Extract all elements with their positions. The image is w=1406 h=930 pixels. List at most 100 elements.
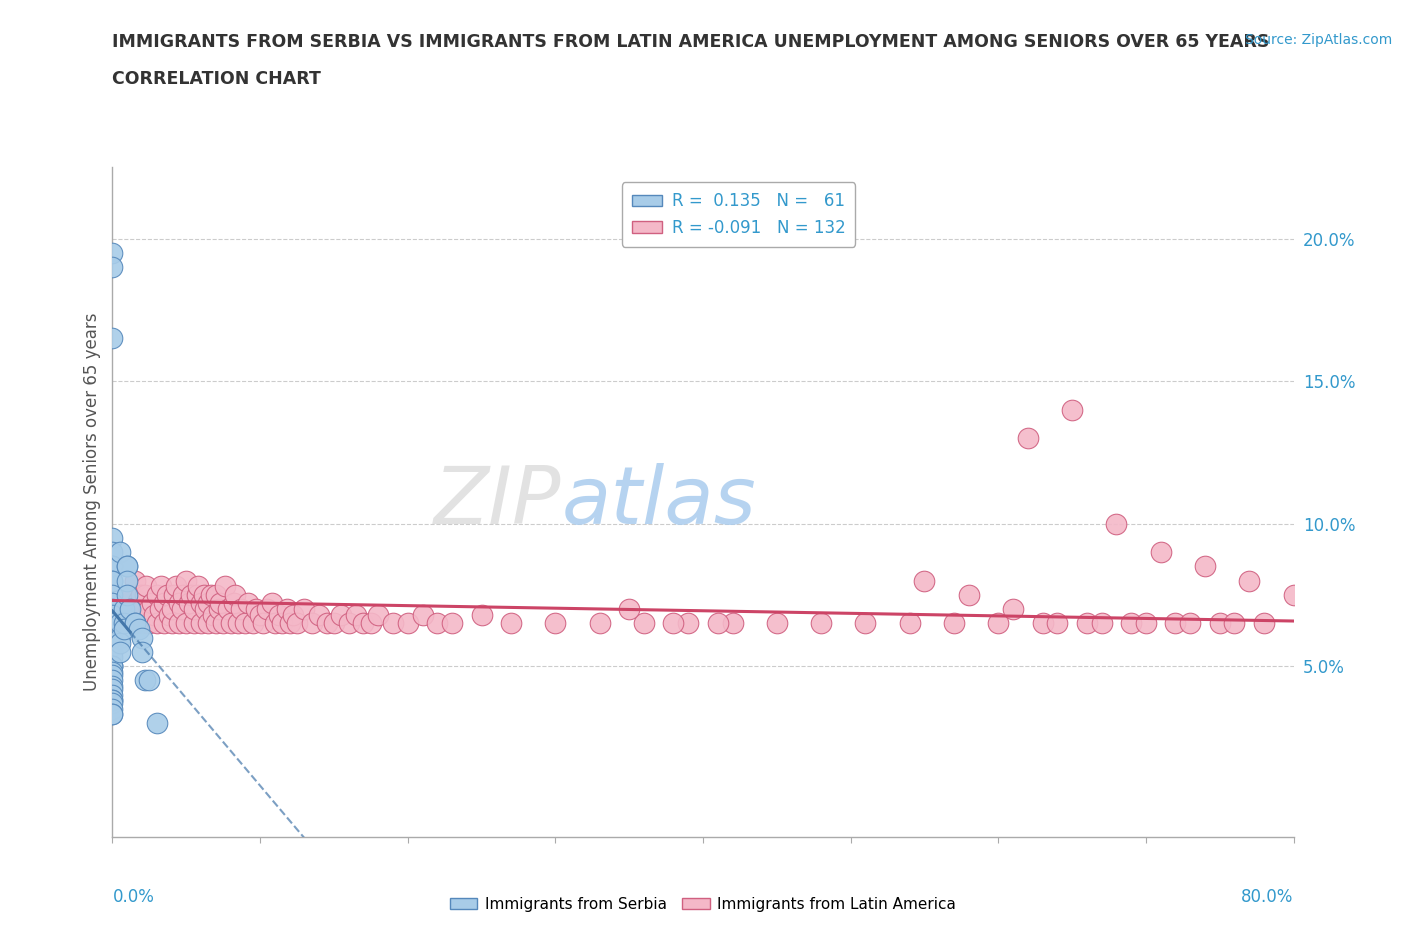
Point bbox=[112, 602, 135, 617]
Point bbox=[323, 616, 346, 631]
Point bbox=[337, 616, 360, 631]
Text: ZIP: ZIP bbox=[434, 463, 561, 541]
Point bbox=[544, 616, 567, 631]
Point bbox=[308, 607, 330, 622]
Point bbox=[194, 602, 217, 617]
Point bbox=[101, 644, 124, 659]
Point bbox=[1032, 616, 1054, 631]
Point bbox=[138, 672, 160, 687]
Point bbox=[101, 596, 124, 611]
Text: 0.0%: 0.0% bbox=[112, 888, 155, 907]
Point bbox=[942, 616, 965, 631]
Point bbox=[138, 616, 160, 631]
Point bbox=[217, 602, 239, 617]
Point bbox=[1076, 616, 1098, 631]
Point bbox=[101, 545, 124, 560]
Point bbox=[153, 616, 176, 631]
Point bbox=[101, 559, 124, 574]
Point bbox=[150, 578, 173, 593]
Point bbox=[205, 588, 228, 603]
Point bbox=[135, 578, 157, 593]
Point bbox=[245, 602, 267, 617]
Point bbox=[101, 644, 124, 659]
Point bbox=[1239, 573, 1261, 588]
Text: 80.0%: 80.0% bbox=[1241, 888, 1294, 907]
Point bbox=[174, 616, 197, 631]
Point bbox=[1150, 545, 1173, 560]
Point bbox=[987, 616, 1010, 631]
Point bbox=[101, 631, 124, 645]
Point bbox=[101, 658, 124, 673]
Point bbox=[101, 658, 124, 673]
Point bbox=[131, 616, 153, 631]
Point bbox=[233, 616, 256, 631]
Point bbox=[242, 616, 264, 631]
Point bbox=[112, 621, 135, 636]
Point bbox=[205, 616, 228, 631]
Point bbox=[149, 602, 172, 617]
Point bbox=[285, 616, 308, 631]
Point bbox=[101, 682, 124, 697]
Point bbox=[209, 596, 232, 611]
Point bbox=[200, 588, 222, 603]
Point bbox=[101, 530, 124, 545]
Point bbox=[1091, 616, 1114, 631]
Point bbox=[108, 616, 131, 631]
Point bbox=[1164, 616, 1187, 631]
Point bbox=[101, 664, 124, 679]
Point bbox=[367, 607, 389, 622]
Point bbox=[183, 616, 205, 631]
Point bbox=[706, 616, 728, 631]
Point bbox=[315, 616, 337, 631]
Point bbox=[160, 602, 183, 617]
Point bbox=[101, 616, 124, 631]
Point bbox=[167, 616, 190, 631]
Point bbox=[190, 596, 212, 611]
Point bbox=[1223, 616, 1246, 631]
Point bbox=[1062, 402, 1084, 417]
Point bbox=[174, 573, 197, 588]
Point bbox=[101, 693, 124, 708]
Point bbox=[1105, 516, 1128, 531]
Point bbox=[222, 596, 245, 611]
Point bbox=[260, 596, 283, 611]
Point bbox=[101, 559, 124, 574]
Point bbox=[101, 607, 124, 622]
Point bbox=[101, 559, 124, 574]
Point bbox=[186, 588, 208, 603]
Point bbox=[128, 607, 150, 622]
Point bbox=[108, 545, 131, 560]
Point bbox=[382, 616, 405, 631]
Point bbox=[108, 616, 131, 631]
Point bbox=[120, 607, 142, 622]
Point bbox=[101, 701, 124, 716]
Point bbox=[1017, 431, 1039, 445]
Point bbox=[131, 631, 153, 645]
Point bbox=[108, 644, 131, 659]
Point bbox=[249, 607, 271, 622]
Point bbox=[766, 616, 789, 631]
Point bbox=[101, 616, 124, 631]
Point bbox=[112, 616, 135, 631]
Point bbox=[101, 331, 124, 346]
Point bbox=[180, 588, 202, 603]
Point bbox=[108, 636, 131, 651]
Text: IMMIGRANTS FROM SERBIA VS IMMIGRANTS FROM LATIN AMERICA UNEMPLOYMENT AMONG SENIO: IMMIGRANTS FROM SERBIA VS IMMIGRANTS FRO… bbox=[112, 33, 1270, 50]
Point bbox=[101, 679, 124, 694]
Point bbox=[810, 616, 832, 631]
Point bbox=[101, 621, 124, 636]
Text: Source: ZipAtlas.com: Source: ZipAtlas.com bbox=[1244, 33, 1392, 46]
Point bbox=[101, 573, 124, 588]
Point bbox=[179, 596, 201, 611]
Point bbox=[131, 644, 153, 659]
Point bbox=[208, 602, 231, 617]
Point bbox=[1178, 616, 1201, 631]
Point bbox=[124, 616, 146, 631]
Point bbox=[190, 616, 212, 631]
Y-axis label: Unemployment Among Seniors over 65 years: Unemployment Among Seniors over 65 years bbox=[83, 313, 101, 691]
Point bbox=[276, 602, 298, 617]
Point bbox=[1282, 588, 1305, 603]
Point bbox=[197, 596, 219, 611]
Point bbox=[101, 707, 124, 722]
Point bbox=[201, 607, 224, 622]
